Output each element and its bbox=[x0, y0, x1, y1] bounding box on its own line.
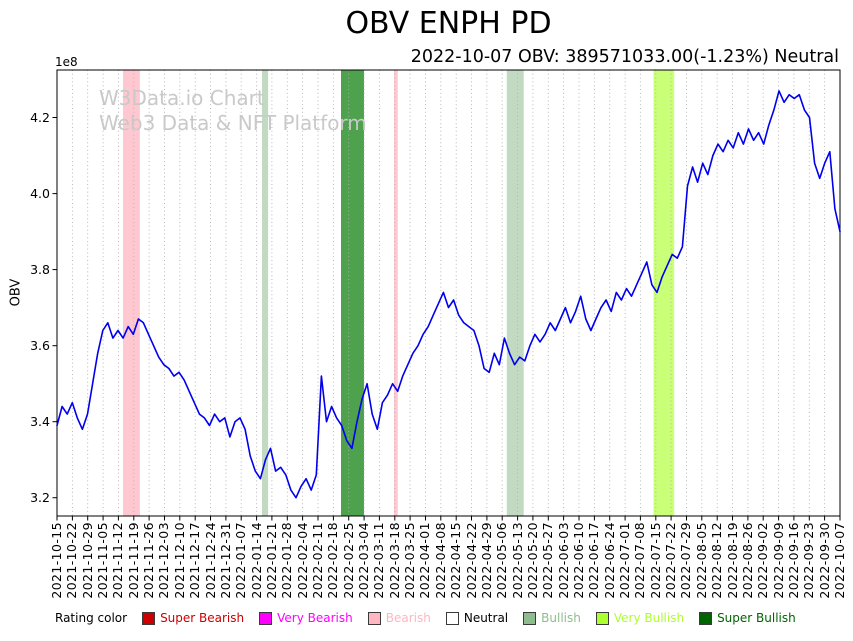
y-tick-label: 4.2 bbox=[30, 109, 50, 125]
legend-swatch-icon bbox=[523, 611, 537, 625]
x-tick-label: 2022-07-15 bbox=[647, 522, 663, 599]
x-tick-label: 2021-12-10 bbox=[171, 522, 187, 599]
legend-item-label: Very Bearish bbox=[277, 611, 353, 625]
legend-swatch-icon bbox=[699, 611, 713, 625]
x-tick-label: 2022-02-25 bbox=[340, 522, 356, 599]
x-tick-label: 2022-04-01 bbox=[417, 522, 433, 599]
x-tick-label: 2022-05-06 bbox=[494, 522, 510, 599]
x-tick-label: 2022-04-22 bbox=[463, 522, 479, 599]
x-tick-label: 2022-06-10 bbox=[571, 522, 586, 599]
x-tick-label: 2022-01-21 bbox=[263, 522, 279, 599]
x-tick-label: 2022-08-26 bbox=[739, 522, 755, 599]
rating-band-super-bullish bbox=[341, 70, 364, 516]
x-tick-label: 2021-11-12 bbox=[110, 522, 126, 599]
x-tick-label: 2022-03-11 bbox=[371, 522, 387, 599]
legend-item-super-bullish: Super Bullish bbox=[699, 611, 796, 625]
x-tick-label: 2022-02-11 bbox=[310, 522, 325, 599]
rating-band-bullish bbox=[262, 70, 269, 516]
x-tick-label: 2022-05-13 bbox=[509, 522, 525, 599]
x-tick-label: 2021-12-03 bbox=[156, 522, 172, 599]
legend-item-very-bearish: Very Bearish bbox=[259, 611, 353, 625]
legend-swatch-icon bbox=[367, 611, 381, 625]
rating-legend: Rating color Super Bearish Very Bearish Be… bbox=[55, 611, 847, 625]
y-tick-label: 3.6 bbox=[30, 337, 50, 353]
rating-band-very-bullish bbox=[653, 70, 675, 516]
rating-band-bearish bbox=[123, 70, 140, 516]
legend-swatch-icon bbox=[142, 611, 156, 625]
y-axis-label: OBV bbox=[8, 278, 24, 307]
x-tick-label: 2022-04-29 bbox=[478, 522, 494, 599]
axes-spines bbox=[56, 69, 841, 517]
legend-item-label: Neutral bbox=[463, 611, 509, 625]
obv-line bbox=[56, 90, 841, 499]
x-tick-label: 2022-07-08 bbox=[632, 522, 648, 599]
legend-item-neutral: Neutral bbox=[445, 611, 509, 625]
x-tick-label: 2022-05-20 bbox=[524, 522, 540, 599]
x-tick-label: 2022-08-12 bbox=[709, 522, 725, 599]
chart-title: OBV ENPH PD bbox=[345, 6, 552, 41]
x-tick-label: 2021-10-29 bbox=[79, 522, 95, 599]
x-tick-label: 2022-03-04 bbox=[356, 522, 372, 599]
x-tick-label: 2022-10-07 bbox=[832, 522, 847, 599]
x-tick-label: 2022-09-02 bbox=[755, 522, 771, 599]
watermark-line2: Web3 Data & NFT Platform bbox=[99, 111, 367, 135]
x-tick-label: 2022-09-09 bbox=[770, 522, 786, 599]
x-tick-label: 2021-11-05 bbox=[95, 522, 111, 599]
x-tick-label: 2022-07-01 bbox=[617, 522, 633, 599]
legend-item-bullish: Bullish bbox=[523, 611, 581, 625]
legend-item-super-bearish: Super Bearish bbox=[142, 611, 244, 625]
x-tick-label: 2021-12-17 bbox=[187, 522, 203, 599]
x-tick-label: 2022-06-17 bbox=[586, 522, 602, 599]
x-tick-label: 2022-08-19 bbox=[724, 522, 740, 599]
y-tick-label: 3.8 bbox=[30, 261, 50, 277]
x-tick-label: 2022-06-03 bbox=[555, 522, 571, 599]
x-tick-label: 2021-12-24 bbox=[202, 522, 218, 599]
legend-swatch-icon bbox=[259, 611, 273, 625]
x-tick-label: 2022-09-16 bbox=[785, 522, 801, 599]
x-tick-label: 2022-03-18 bbox=[386, 522, 402, 599]
legend-item-bearish: Bearish bbox=[367, 611, 431, 625]
y-axis-offset-label: 1e8 bbox=[55, 55, 78, 69]
y-tick-label: 4.0 bbox=[30, 185, 50, 201]
x-tick-label: 2021-11-26 bbox=[141, 522, 157, 599]
x-tick-label: 2022-06-24 bbox=[601, 522, 617, 599]
legend-swatch-icon bbox=[445, 611, 459, 625]
x-tick-label: 2022-04-15 bbox=[448, 522, 464, 599]
x-tick-label: 2021-11-19 bbox=[125, 522, 141, 599]
x-tick-label: 2022-02-18 bbox=[325, 522, 341, 599]
x-tick-label: 2022-09-30 bbox=[816, 522, 832, 599]
x-tick-label: 2021-12-31 bbox=[217, 522, 233, 599]
x-tick-label: 2022-04-08 bbox=[432, 522, 448, 599]
x-tick-label: 2022-01-14 bbox=[248, 522, 264, 599]
y-tick-label: 3.2 bbox=[30, 489, 50, 505]
watermark-line1: W3Data.io Chart bbox=[99, 86, 265, 110]
x-tick-label: 2022-02-04 bbox=[294, 522, 310, 599]
watermark: W3Data.io Chart Web3 Data & NFT Platform bbox=[99, 86, 367, 136]
legend-item-label: Bearish bbox=[385, 611, 431, 625]
legend-item-very-bullish: Very Bullish bbox=[595, 611, 685, 625]
x-tick-label: 2022-08-05 bbox=[693, 522, 709, 599]
legend-item-label: Super Bearish bbox=[160, 611, 245, 625]
x-tick-label: 2022-03-25 bbox=[402, 522, 418, 599]
legend-item-label: Super Bullish bbox=[717, 611, 796, 625]
rating-band-bearish bbox=[394, 70, 398, 516]
x-tick-label: 2022-07-22 bbox=[663, 522, 679, 599]
x-tick-label: 2022-09-23 bbox=[801, 522, 817, 599]
legend-items: Super Bearish Very Bearish Bearish Neutral B… bbox=[142, 611, 796, 625]
legend-title: Rating color bbox=[55, 611, 128, 625]
rating-band-bullish bbox=[506, 70, 524, 516]
x-tick-label: 2021-10-15 bbox=[49, 522, 64, 599]
y-tick-label: 3.4 bbox=[30, 413, 50, 429]
legend-item-label: Bullish bbox=[541, 611, 581, 625]
x-tick-label: 2022-07-29 bbox=[678, 522, 694, 599]
x-tick-label: 2022-01-28 bbox=[279, 522, 295, 599]
legend-item-label: Very Bullish bbox=[613, 611, 685, 625]
x-tick-label: 2022-05-27 bbox=[540, 522, 556, 599]
chart-subtitle: 2022-10-07 OBV: 389571033.00(-1.23%) Neu… bbox=[410, 47, 839, 67]
legend-swatch-icon bbox=[595, 611, 609, 625]
x-tick-label: 2022-01-07 bbox=[233, 522, 249, 599]
x-tick-label: 2021-10-22 bbox=[64, 522, 80, 599]
